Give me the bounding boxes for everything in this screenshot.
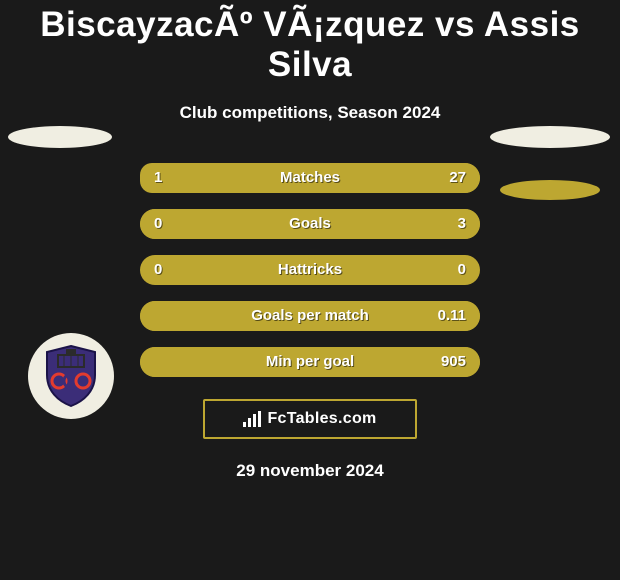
stat-label: Goals per match xyxy=(140,301,480,331)
attribution-label: FcTables.com xyxy=(267,410,376,428)
side-pill-right-mid xyxy=(500,180,600,200)
attribution-box: FcTables.com xyxy=(203,399,417,439)
stat-label: Goals xyxy=(140,209,480,239)
chart-bars-icon xyxy=(243,411,261,427)
stat-bar: 905Min per goal xyxy=(140,347,480,377)
stat-row: 0.11Goals per match xyxy=(0,293,620,339)
side-pill-left-top xyxy=(8,126,112,148)
date-label: 29 november 2024 xyxy=(0,461,620,481)
side-pill-right-top xyxy=(490,126,610,148)
stat-label: Matches xyxy=(140,163,480,193)
stat-bar: 0.11Goals per match xyxy=(140,301,480,331)
page-title: BiscayzacÃº VÃ¡zquez vs Assis Silva xyxy=(0,0,620,85)
stat-label: Min per goal xyxy=(140,347,480,377)
stat-bar: 03Goals xyxy=(140,209,480,239)
stat-bar: 00Hattricks xyxy=(140,255,480,285)
team-crest-left xyxy=(28,333,114,419)
stat-row: 03Goals xyxy=(0,201,620,247)
stat-label: Hattricks xyxy=(140,255,480,285)
page-root: BiscayzacÃº VÃ¡zquez vs Assis Silva Club… xyxy=(0,0,620,580)
stat-bar: 127Matches xyxy=(140,163,480,193)
shield-icon xyxy=(44,345,98,407)
subtitle: Club competitions, Season 2024 xyxy=(0,103,620,123)
stat-row: 00Hattricks xyxy=(0,247,620,293)
